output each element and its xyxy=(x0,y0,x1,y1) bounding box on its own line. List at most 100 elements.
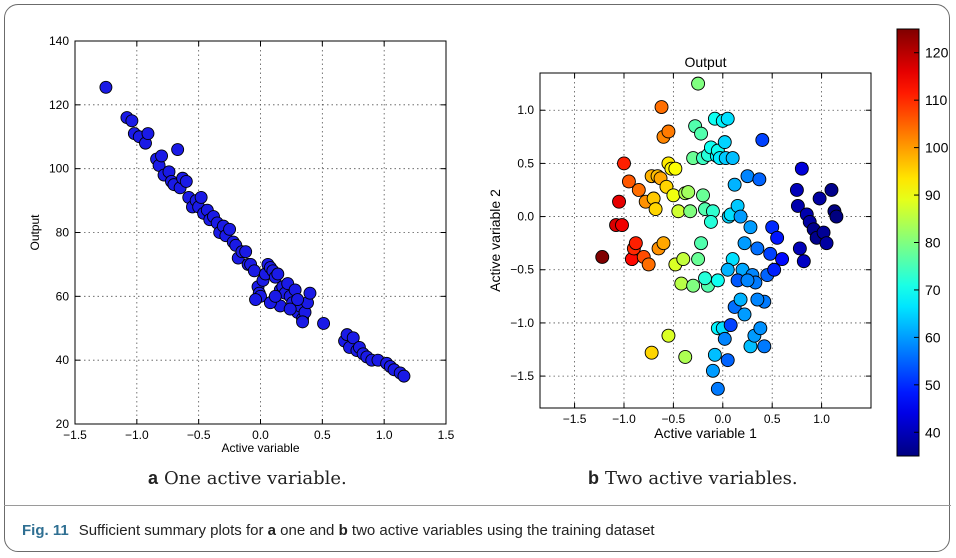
colorbar-tick-label: 100 xyxy=(925,140,949,156)
y-tick-label: −1.5 xyxy=(510,369,534,383)
data-point xyxy=(648,202,663,217)
x-tick-label: −0.5 xyxy=(662,412,686,426)
data-point xyxy=(812,191,827,206)
data-point xyxy=(691,252,706,267)
x-tick-label: −1.5 xyxy=(563,412,587,426)
data-point xyxy=(179,174,193,188)
data-point xyxy=(717,135,732,150)
subcaption-b: b Two active variables. xyxy=(588,468,798,489)
data-point xyxy=(733,209,748,224)
x-tick-label: 0.5 xyxy=(314,428,331,442)
data-point xyxy=(615,218,629,233)
data-point xyxy=(661,124,676,139)
data-point xyxy=(710,273,725,288)
data-point xyxy=(696,188,710,203)
data-point xyxy=(296,315,309,329)
data-point xyxy=(268,289,282,303)
data-point xyxy=(155,149,169,163)
x-axis-label: Active variable 1 xyxy=(654,425,757,441)
caption-text-1: Sufficient summary plots for xyxy=(78,522,268,539)
x-tick-label: 1.0 xyxy=(813,412,830,426)
y-tick-label: 20 xyxy=(56,417,70,431)
data-point xyxy=(720,111,735,126)
data-point xyxy=(661,328,676,343)
colorbar-tick-label: 80 xyxy=(925,235,941,251)
data-point xyxy=(723,318,738,332)
data-point xyxy=(720,353,735,368)
data-point xyxy=(678,350,693,364)
data-point xyxy=(740,169,755,184)
data-point xyxy=(125,114,139,128)
data-point xyxy=(249,293,263,306)
x-tick-label: −1.5 xyxy=(63,428,87,442)
data-point xyxy=(595,250,610,264)
data-point xyxy=(683,204,698,219)
x-axis-label: Active variable xyxy=(221,441,299,455)
caption-divider xyxy=(4,505,951,506)
data-point xyxy=(790,198,805,213)
chart-title: Output xyxy=(684,54,726,70)
subcaption-a-letter: a xyxy=(148,468,159,488)
colorbar-tick-label: 120 xyxy=(925,45,949,61)
data-point xyxy=(792,241,807,256)
y-tick-label: 140 xyxy=(49,34,69,48)
data-point xyxy=(824,183,839,197)
figure-caption: Fig. 11 Sufficient summary plots for a on… xyxy=(22,522,655,539)
data-point xyxy=(737,236,752,251)
data-point xyxy=(621,174,636,189)
data-point xyxy=(819,236,834,251)
y-tick-label: 40 xyxy=(56,353,70,367)
data-point xyxy=(239,245,253,259)
x-tick-label: 1.0 xyxy=(376,428,393,442)
data-point xyxy=(737,307,752,322)
y-tick-label: 100 xyxy=(49,162,69,176)
data-point xyxy=(796,254,811,269)
data-point xyxy=(794,161,809,176)
colorbar-tick-label: 70 xyxy=(925,282,941,298)
data-point xyxy=(717,331,732,346)
data-point xyxy=(753,321,768,336)
data-point xyxy=(703,214,718,229)
data-point xyxy=(631,183,646,197)
caption-bold-b: b xyxy=(338,522,348,539)
data-point xyxy=(694,126,709,141)
data-point xyxy=(628,236,643,251)
data-point xyxy=(705,363,720,378)
data-point xyxy=(725,151,740,166)
data-point xyxy=(612,194,626,209)
y-tick-label: 80 xyxy=(56,226,70,240)
subcaption-a: a One active variable. xyxy=(148,468,347,489)
data-point xyxy=(654,100,669,114)
y-tick-label: −1.0 xyxy=(510,316,534,330)
data-point xyxy=(291,293,305,306)
y-tick-label: 120 xyxy=(49,98,69,112)
data-point xyxy=(644,345,659,360)
caption-bold-a: a xyxy=(267,522,276,539)
data-point xyxy=(750,241,765,256)
caption-text-3: two active variables using the training … xyxy=(347,522,655,539)
colorbar-tick-label: 40 xyxy=(925,424,941,440)
data-point xyxy=(99,80,113,94)
x-tick-label: −1.0 xyxy=(125,428,149,442)
x-tick-label: 0.0 xyxy=(714,412,731,426)
data-point xyxy=(346,331,360,345)
data-point xyxy=(740,273,755,288)
y-tick-label: −0.5 xyxy=(510,263,534,277)
data-point xyxy=(750,292,765,307)
plot-border xyxy=(74,40,447,425)
subcaption-b-letter: b xyxy=(588,468,599,488)
colorbar-tick-label: 50 xyxy=(925,377,941,393)
data-point xyxy=(671,204,686,219)
data-point xyxy=(770,230,785,245)
data-point xyxy=(733,292,748,307)
data-point xyxy=(789,183,804,197)
data-point xyxy=(727,177,742,192)
data-point xyxy=(171,143,185,156)
data-point xyxy=(686,278,701,293)
data-point xyxy=(698,271,712,286)
data-point xyxy=(707,347,722,362)
data-point xyxy=(617,156,631,171)
data-point xyxy=(674,276,689,291)
data-point xyxy=(317,317,331,330)
